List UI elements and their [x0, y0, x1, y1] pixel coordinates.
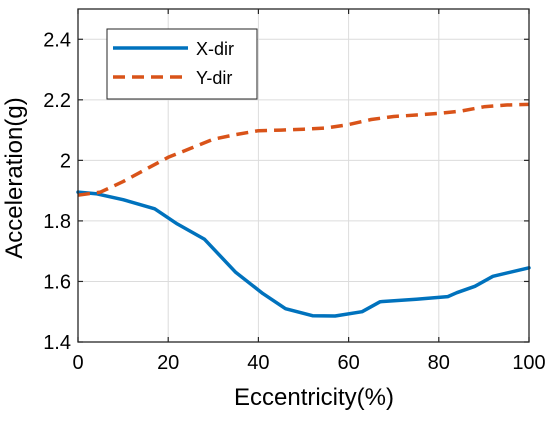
series-line-y-dir [77, 102, 530, 197]
y-tick-label: 2.4 [43, 29, 71, 51]
tick-labels: 0 20 40 60 80 100 1.4 1.6 1.8 2 2.2 2.4 [43, 29, 546, 374]
axes-box [77, 8, 530, 343]
legend-label-x-dir: X-dir [196, 39, 234, 59]
x-tick-label: 100 [512, 352, 545, 374]
series-line-x-dir [76, 190, 531, 318]
x-tick-label: 80 [428, 352, 450, 374]
legend-label-y-dir: Y-dir [196, 68, 232, 88]
grid [77, 9, 530, 343]
y-tick-label: 1.6 [43, 271, 71, 293]
x-tick-label: 0 [72, 352, 83, 374]
legend-box [106, 28, 258, 100]
series-layer [76, 102, 531, 318]
y-tick-label: 2 [60, 150, 71, 172]
legend: X-dir Y-dir [106, 28, 258, 100]
ticks [77, 9, 530, 343]
x-tick-label: 20 [157, 352, 179, 374]
y-tick-label: 1.4 [43, 332, 71, 354]
y-tick-label: 2.2 [43, 90, 71, 112]
y-tick-label: 1.8 [43, 211, 71, 233]
x-axis-label: Eccentricity(%) [234, 384, 394, 411]
x-tick-label: 40 [247, 352, 269, 374]
y-axis-label: Acceleration(g) [1, 97, 28, 258]
x-tick-label: 60 [337, 352, 359, 374]
